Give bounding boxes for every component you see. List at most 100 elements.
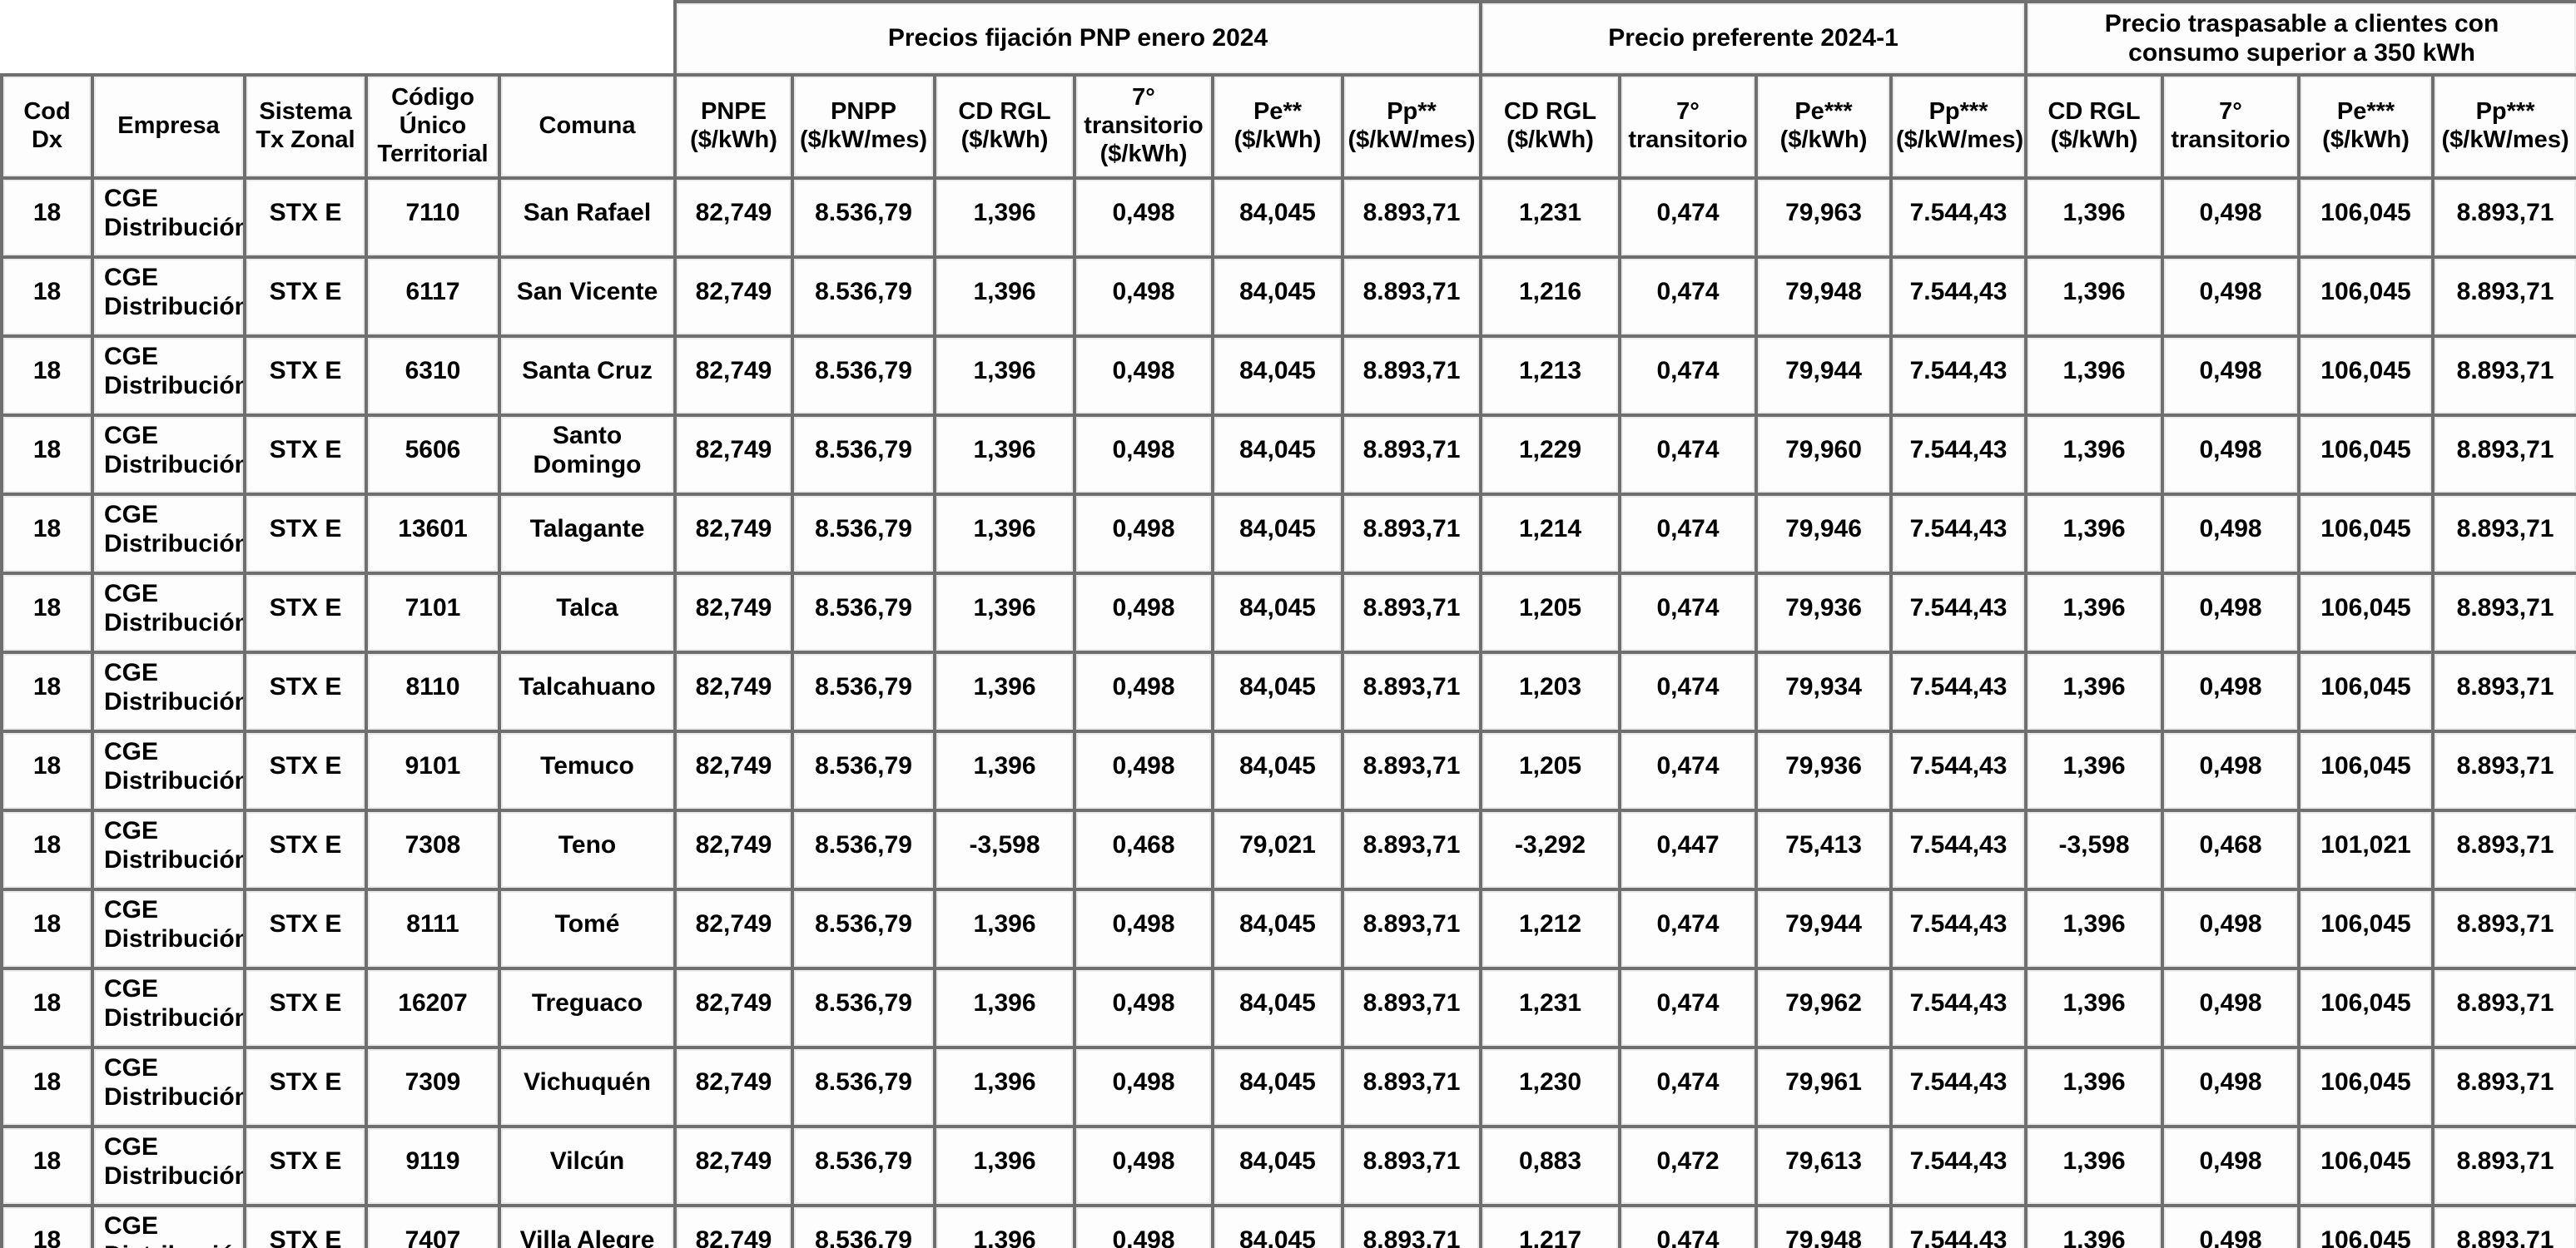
cell-sistema-tx-zonal: STX E bbox=[243, 967, 368, 1049]
cell-codigo-unico-territorial: 5606 bbox=[365, 414, 501, 496]
cell-transitorio-pnp: 0,498 bbox=[1073, 651, 1214, 733]
cell-pp-pnp: 8.893,71 bbox=[1340, 651, 1483, 733]
cell-pe-traspasable: 106,045 bbox=[2297, 572, 2435, 654]
table-row: 18 CGE Distribución STX E 7101 Talca 82,749 8.… bbox=[0, 572, 2576, 654]
cell-empresa: CGE Distribución bbox=[91, 1204, 246, 1248]
cell-transitorio-traspasable: 0,498 bbox=[2161, 334, 2301, 417]
cell-pnpp: 8.536,79 bbox=[791, 809, 936, 891]
cell-pe-pnp: 84,045 bbox=[1211, 493, 1344, 575]
cell-pnpp: 8.536,79 bbox=[791, 651, 936, 733]
column-header-pe-traspasable: Pe*** ($/kWh) bbox=[2297, 73, 2435, 180]
table-row: 18 CGE Distribución STX E 6310 Santa Cruz 82,… bbox=[0, 334, 2576, 417]
column-header-transitorio-pnp: 7° transitorio ($/kWh) bbox=[1073, 73, 1214, 180]
cell-transitorio-pnp: 0,498 bbox=[1073, 1125, 1214, 1207]
cell-pnpe: 82,749 bbox=[673, 255, 794, 338]
cell-comuna: Vichuquén bbox=[498, 1046, 677, 1128]
cell-pe-traspasable: 106,045 bbox=[2297, 176, 2435, 259]
cell-transitorio-traspasable: 0,498 bbox=[2161, 1125, 2301, 1207]
cell-pe-preferente: 79,934 bbox=[1755, 651, 1894, 733]
table-body: 18 CGE Distribución STX E 7110 San Rafael 82,… bbox=[0, 176, 2576, 1248]
cell-cd-rgl-pnp: 1,396 bbox=[933, 967, 1076, 1049]
cell-pp-preferente: 7.544,43 bbox=[1889, 1046, 2028, 1128]
cell-sistema-tx-zonal: STX E bbox=[243, 730, 368, 812]
cell-cd-rgl-preferente: 0,883 bbox=[1479, 1125, 1622, 1207]
cell-transitorio-preferente: 0,474 bbox=[1618, 176, 1759, 259]
cell-codigo-unico-territorial: 6117 bbox=[365, 255, 501, 338]
cell-cd-rgl-traspasable: 1,396 bbox=[2024, 967, 2165, 1049]
cell-transitorio-traspasable: 0,498 bbox=[2161, 1204, 2301, 1248]
cell-pp-traspasable: 8.893,71 bbox=[2431, 334, 2576, 417]
cell-pp-pnp: 8.893,71 bbox=[1340, 572, 1483, 654]
cell-pp-pnp: 8.893,71 bbox=[1340, 493, 1483, 575]
cell-transitorio-pnp: 0,498 bbox=[1073, 888, 1214, 970]
cell-transitorio-pnp: 0,498 bbox=[1073, 493, 1214, 575]
cell-transitorio-traspasable: 0,498 bbox=[2161, 888, 2301, 970]
cell-pnpe: 82,749 bbox=[673, 1046, 794, 1128]
cell-pp-preferente: 7.544,43 bbox=[1889, 493, 2028, 575]
cell-codigo-unico-territorial: 7309 bbox=[365, 1046, 501, 1128]
cell-cd-rgl-preferente: 1,229 bbox=[1479, 414, 1622, 496]
cell-cd-rgl-traspasable: 1,396 bbox=[2024, 176, 2165, 259]
cell-comuna: San Rafael bbox=[498, 176, 677, 259]
cell-pp-traspasable: 8.893,71 bbox=[2431, 414, 2576, 496]
cell-cd-rgl-preferente: 1,212 bbox=[1479, 888, 1622, 970]
cell-cd-rgl-pnp: 1,396 bbox=[933, 334, 1076, 417]
cell-pe-preferente: 79,936 bbox=[1755, 572, 1894, 654]
cell-cd-rgl-preferente: 1,216 bbox=[1479, 255, 1622, 338]
cell-pp-pnp: 8.893,71 bbox=[1340, 967, 1483, 1049]
cell-pp-preferente: 7.544,43 bbox=[1889, 967, 2028, 1049]
cell-cod-dx: 18 bbox=[0, 1125, 94, 1207]
cell-cd-rgl-preferente: 1,213 bbox=[1479, 334, 1622, 417]
cell-empresa: CGE Distribución bbox=[91, 967, 246, 1049]
cell-pp-traspasable: 8.893,71 bbox=[2431, 255, 2576, 338]
cell-cd-rgl-traspasable: 1,396 bbox=[2024, 1125, 2165, 1207]
cell-pnpp: 8.536,79 bbox=[791, 176, 936, 259]
cell-pp-pnp: 8.893,71 bbox=[1340, 730, 1483, 812]
cell-empresa: CGE Distribución bbox=[91, 888, 246, 970]
cell-codigo-unico-territorial: 13601 bbox=[365, 493, 501, 575]
cell-cd-rgl-traspasable: 1,396 bbox=[2024, 255, 2165, 338]
cell-transitorio-preferente: 0,474 bbox=[1618, 493, 1759, 575]
cell-pe-traspasable: 101,021 bbox=[2297, 809, 2435, 891]
group-header-row: Precios fijación PNP enero 2024 Precio p… bbox=[2, 0, 2576, 77]
cell-cd-rgl-pnp: 1,396 bbox=[933, 493, 1076, 575]
cell-cd-rgl-pnp: 1,396 bbox=[933, 414, 1076, 496]
cell-comuna: Treguaco bbox=[498, 967, 677, 1049]
cell-cd-rgl-traspasable: 1,396 bbox=[2024, 334, 2165, 417]
column-header-cd-rgl-pnp: CD RGL ($/kWh) bbox=[933, 73, 1076, 180]
cell-transitorio-pnp: 0,498 bbox=[1073, 572, 1214, 654]
cell-pe-pnp: 84,045 bbox=[1211, 1125, 1344, 1207]
table-row: 18 CGE Distribución STX E 7309 Vichuquén 82,7… bbox=[0, 1046, 2576, 1128]
cell-pnpe: 82,749 bbox=[673, 651, 794, 733]
cell-pe-traspasable: 106,045 bbox=[2297, 1125, 2435, 1207]
cell-empresa: CGE Distribución bbox=[91, 651, 246, 733]
cell-pe-preferente: 79,613 bbox=[1755, 1125, 1894, 1207]
cell-comuna: Santa Cruz bbox=[498, 334, 677, 417]
cell-empresa: CGE Distribución bbox=[91, 414, 246, 496]
cell-empresa: CGE Distribución bbox=[91, 176, 246, 259]
table-row: 18 CGE Distribución STX E 9119 Vilcún 82,749 8… bbox=[0, 1125, 2576, 1207]
cell-pnpp: 8.536,79 bbox=[791, 1125, 936, 1207]
cell-pnpp: 8.536,79 bbox=[791, 493, 936, 575]
cell-pe-preferente: 79,963 bbox=[1755, 176, 1894, 259]
cell-cd-rgl-pnp: 1,396 bbox=[933, 176, 1076, 259]
cell-pe-preferente: 79,946 bbox=[1755, 493, 1894, 575]
cell-cd-rgl-preferente: 1,205 bbox=[1479, 572, 1622, 654]
cell-cod-dx: 18 bbox=[0, 255, 94, 338]
cell-pe-pnp: 84,045 bbox=[1211, 1204, 1344, 1248]
cell-cod-dx: 18 bbox=[0, 176, 94, 259]
cell-codigo-unico-territorial: 7407 bbox=[365, 1204, 501, 1248]
cell-transitorio-pnp: 0,498 bbox=[1073, 176, 1214, 259]
cell-pp-preferente: 7.544,43 bbox=[1889, 414, 2028, 496]
cell-pp-pnp: 8.893,71 bbox=[1340, 414, 1483, 496]
cell-pe-traspasable: 106,045 bbox=[2297, 967, 2435, 1049]
cell-pe-pnp: 84,045 bbox=[1211, 176, 1344, 259]
cell-pnpp: 8.536,79 bbox=[791, 967, 936, 1049]
cell-empresa: CGE Distribución bbox=[91, 1046, 246, 1128]
cell-cd-rgl-pnp: 1,396 bbox=[933, 255, 1076, 338]
cell-pp-pnp: 8.893,71 bbox=[1340, 1204, 1483, 1248]
cell-cd-rgl-traspasable: 1,396 bbox=[2024, 651, 2165, 733]
cell-transitorio-preferente: 0,474 bbox=[1618, 414, 1759, 496]
cell-pe-traspasable: 106,045 bbox=[2297, 888, 2435, 970]
